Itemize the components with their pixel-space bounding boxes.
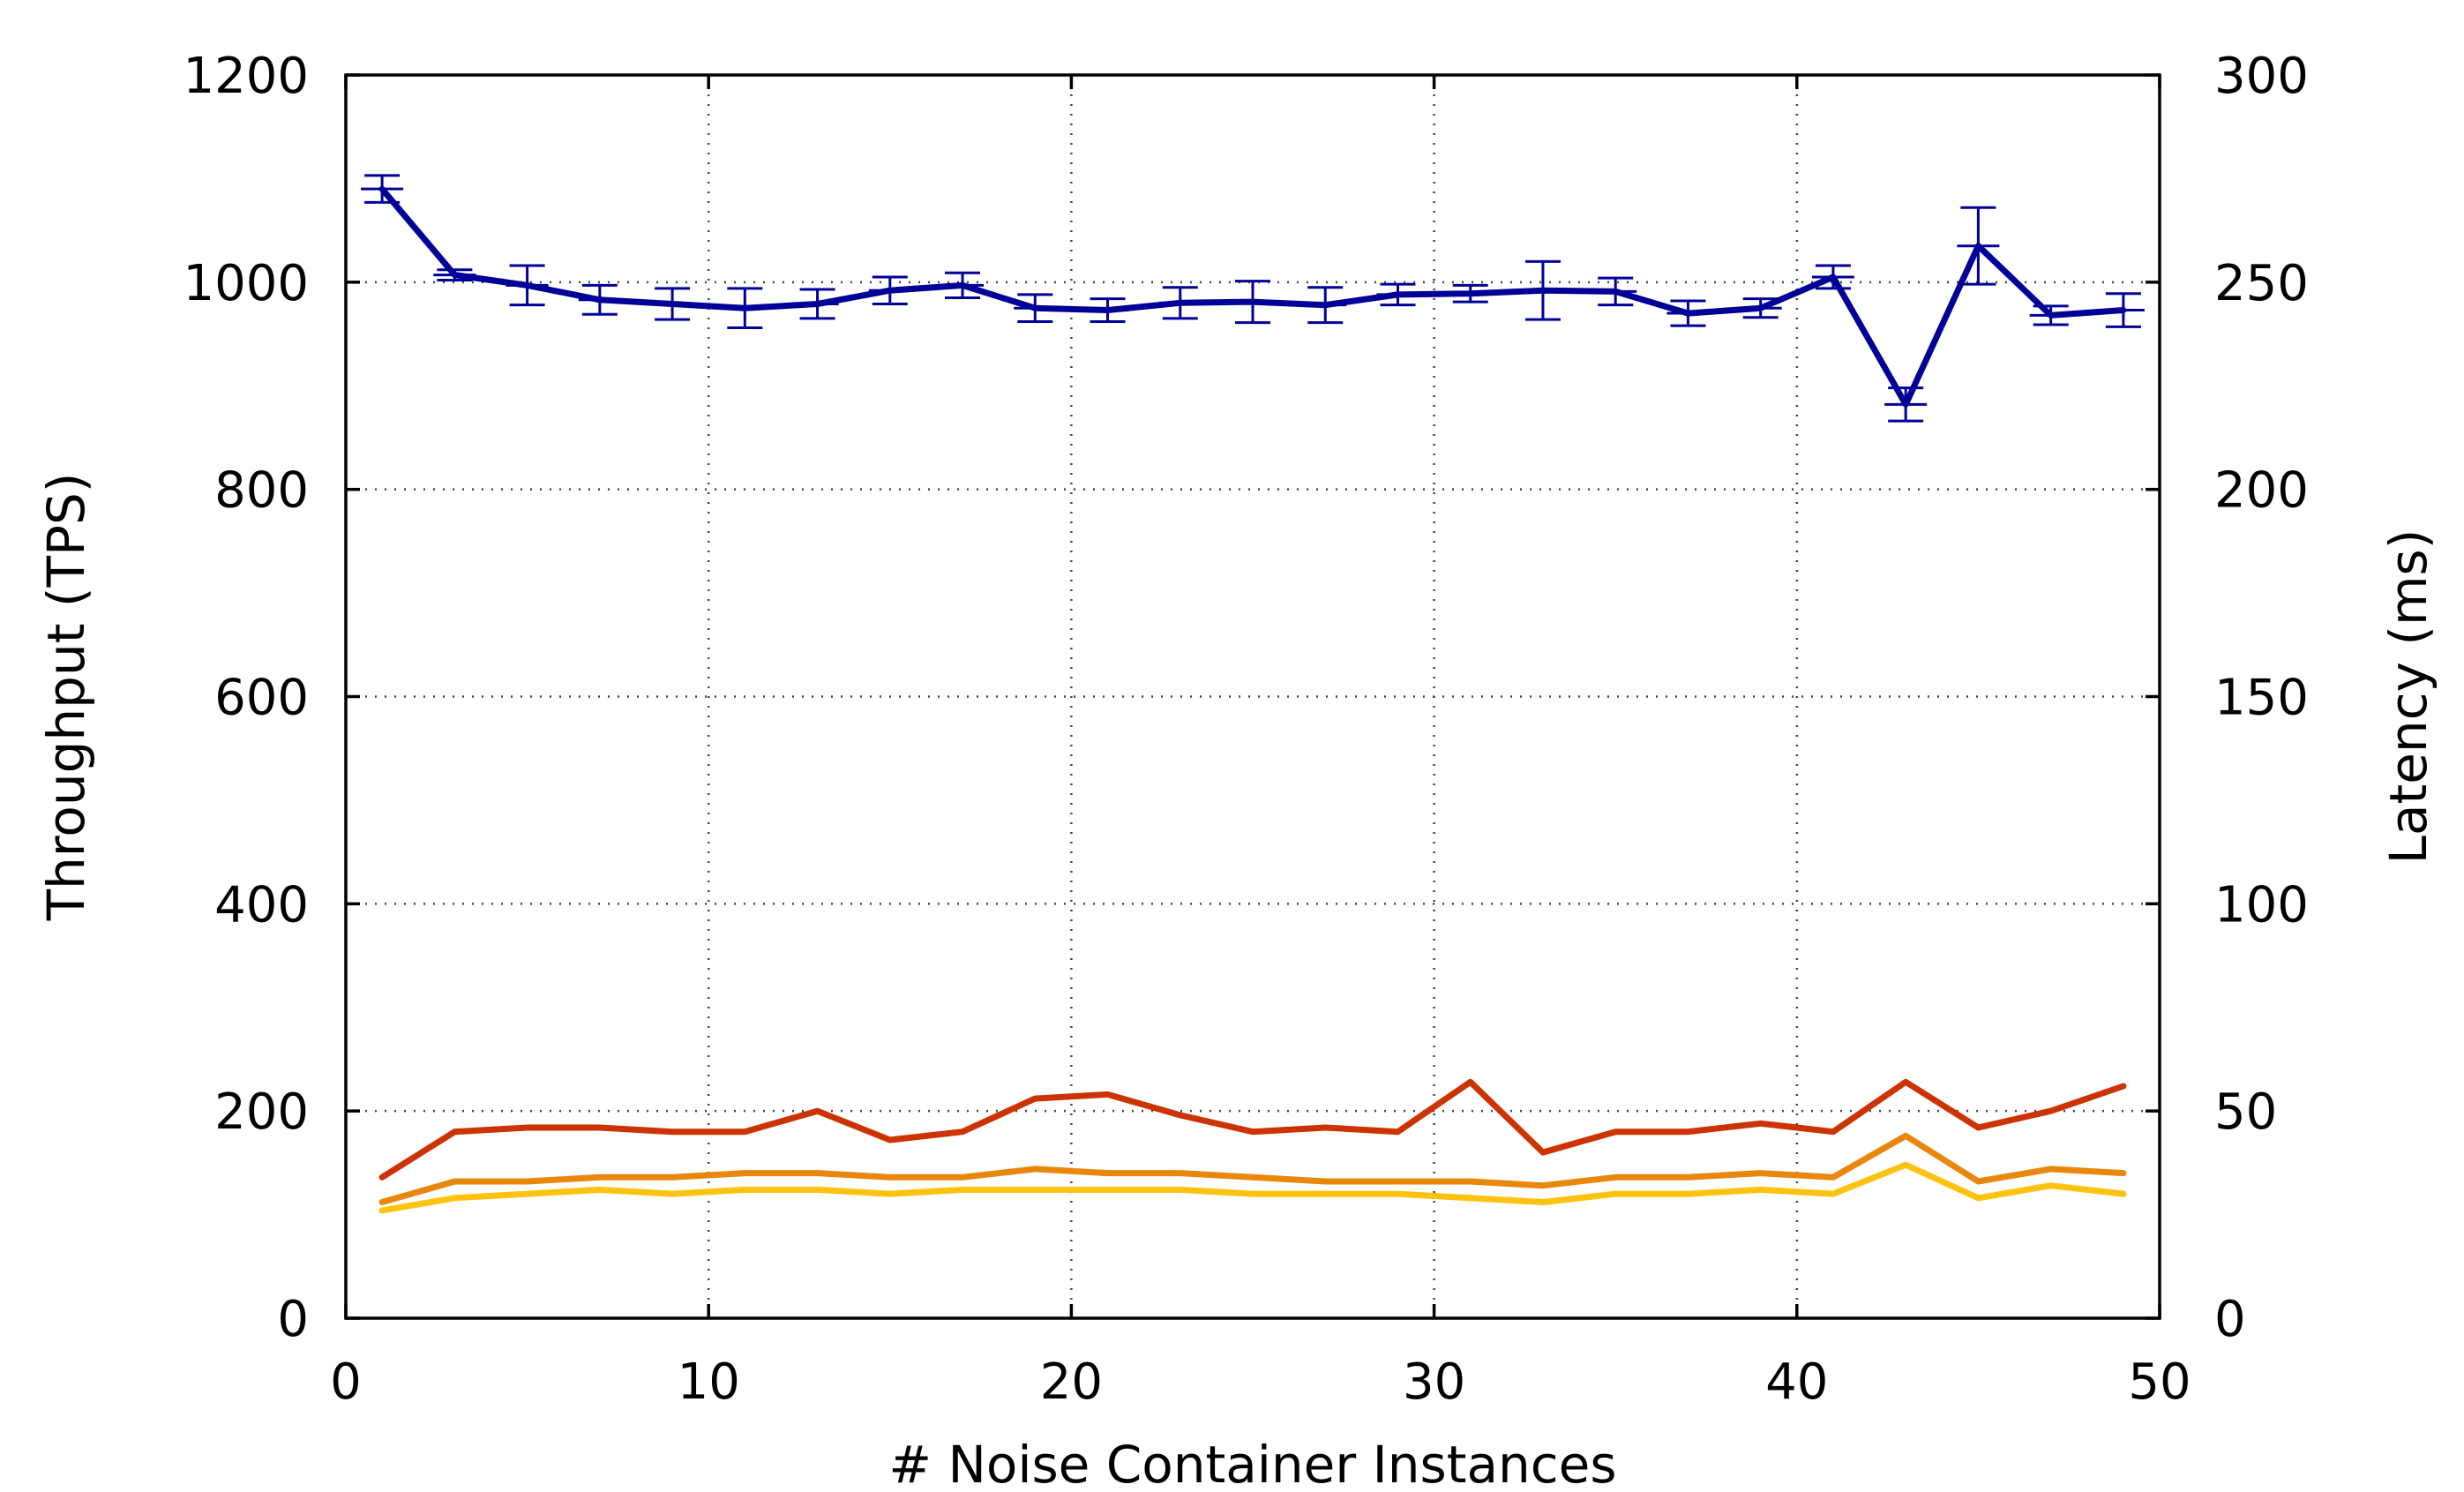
series-2 (378, 1078, 2127, 1181)
y2-tick-label: 250 (2214, 255, 2309, 312)
y-tick-label: 1200 (183, 48, 309, 105)
y-tick-labels: 0 200 400 600 800 1000 1200 (183, 48, 309, 1348)
y-tick-label: 400 (214, 876, 309, 933)
grid-lines (346, 75, 2160, 1318)
x-tick-labels: 0 10 20 30 40 50 (330, 1353, 2191, 1411)
y-tick-label: 600 (214, 670, 309, 727)
x-tick-label: 30 (1403, 1353, 1465, 1411)
y2-tick-label: 0 (2214, 1291, 2246, 1348)
y2-tick-label: 50 (2214, 1083, 2277, 1141)
y2-tick-label: 200 (2214, 462, 2309, 520)
series-4-line (378, 1161, 2127, 1214)
x-tick-label: 50 (2128, 1353, 2191, 1411)
series-1 (361, 174, 2145, 423)
x-tick-label: 20 (1040, 1353, 1103, 1411)
series-4 (378, 1161, 2127, 1214)
y-tick-label: 800 (214, 462, 309, 520)
series-2-line (378, 1078, 2127, 1181)
y2-axis-title: Latency (ms) (2378, 529, 2438, 865)
series-3 (378, 1132, 2127, 1205)
y2-tick-label: 300 (2214, 48, 2309, 105)
x-tick-label: 0 (330, 1353, 362, 1411)
y-tick-label: 200 (214, 1083, 309, 1141)
x-tick-label: 10 (678, 1353, 740, 1411)
y-axis-title: Throughput (TPS) (36, 473, 96, 922)
y2-tick-label: 100 (2214, 876, 2309, 933)
y2-tick-labels: 0 50 100 150 200 250 300 (2214, 48, 2309, 1348)
x-axis-title: # Noise Container Instances (888, 1435, 1616, 1492)
y-tick-label: 1000 (183, 255, 309, 312)
series-layer (361, 174, 2145, 1214)
x-tick-label: 40 (1765, 1353, 1828, 1411)
series-3-line (378, 1132, 2127, 1205)
y-tick-label: 0 (277, 1291, 309, 1348)
y2-tick-label: 150 (2214, 670, 2309, 727)
tick-marks (344, 73, 2161, 1320)
